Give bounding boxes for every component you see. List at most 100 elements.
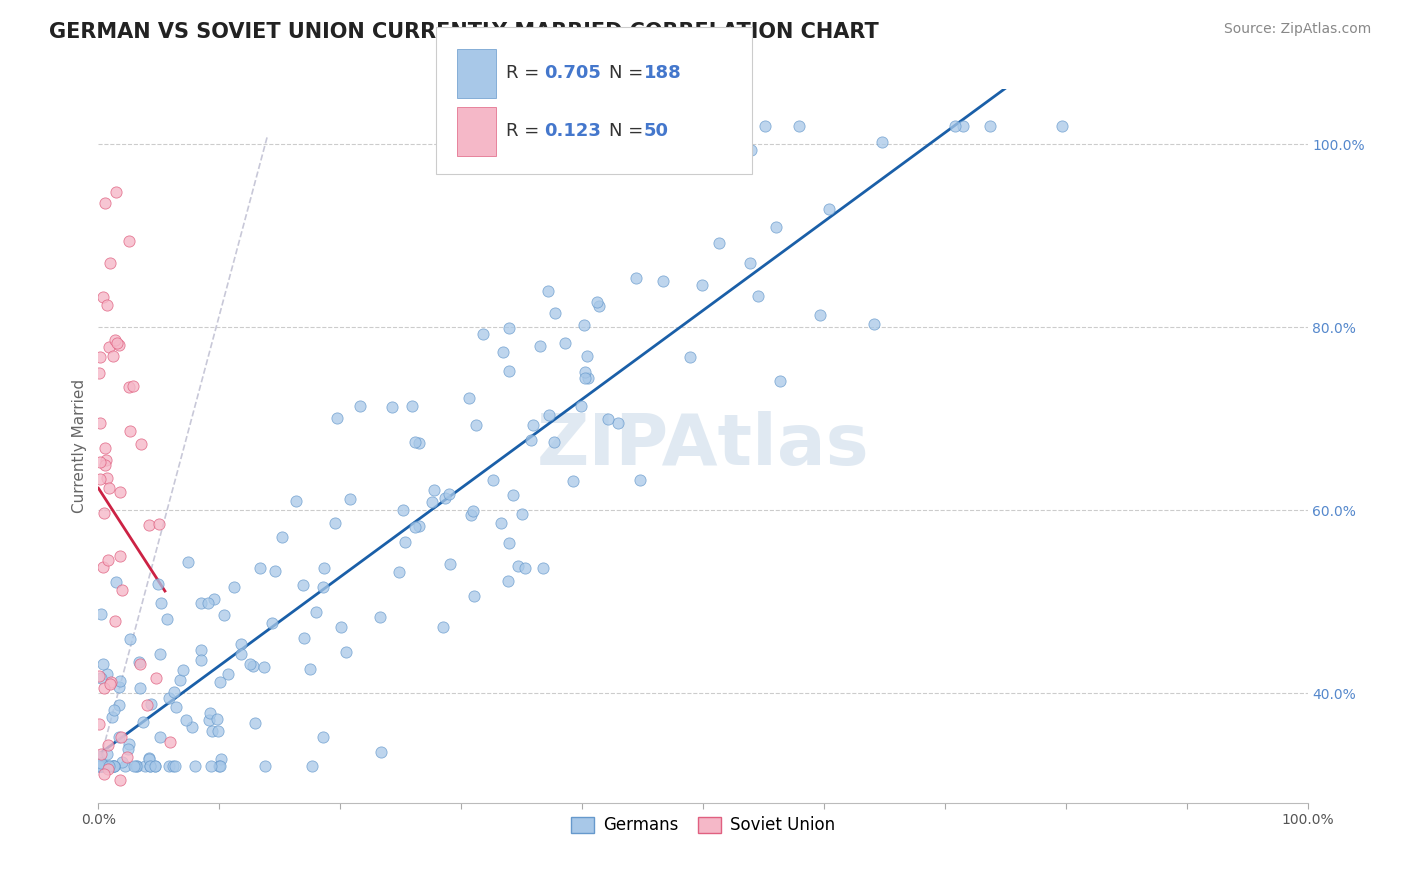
Point <box>90 756 112 771</box>
Point <box>740 255 762 269</box>
Point <box>149 647 172 661</box>
Point <box>586 294 609 309</box>
Point <box>872 135 894 149</box>
Point <box>432 620 454 634</box>
Point <box>239 657 262 672</box>
Point <box>437 487 460 501</box>
Point <box>143 759 166 773</box>
Point <box>502 488 524 502</box>
Point <box>349 399 371 413</box>
Point <box>89 759 111 773</box>
Point <box>90 607 112 622</box>
Point <box>394 535 416 549</box>
Point <box>253 759 276 773</box>
Point <box>155 612 177 626</box>
Point <box>190 642 212 657</box>
Point <box>628 473 651 487</box>
Point <box>163 685 186 699</box>
Point <box>496 574 519 588</box>
Point <box>311 730 333 744</box>
Point <box>574 318 596 332</box>
Point <box>98 677 121 691</box>
Point <box>108 731 131 745</box>
Point <box>87 759 110 773</box>
Point <box>89 350 111 364</box>
Point <box>169 673 191 688</box>
Point <box>208 759 231 773</box>
Point <box>105 186 128 200</box>
Point <box>103 759 125 773</box>
Point <box>242 658 264 673</box>
Point <box>217 667 239 681</box>
Point <box>121 379 143 393</box>
Point <box>104 614 127 628</box>
Point <box>111 583 134 598</box>
Point <box>388 566 411 580</box>
Point <box>818 202 841 217</box>
Point <box>207 759 229 773</box>
Point <box>96 667 118 681</box>
Point <box>260 616 283 631</box>
Point <box>96 759 118 773</box>
Point <box>96 747 118 761</box>
Point <box>172 663 194 677</box>
Point <box>224 580 246 594</box>
Point <box>404 435 426 450</box>
Point <box>458 391 481 405</box>
Point <box>145 671 167 685</box>
Point <box>117 741 139 756</box>
Point <box>190 653 212 667</box>
Point <box>481 473 503 487</box>
Point <box>606 416 628 430</box>
Point <box>108 485 131 500</box>
Point <box>97 481 120 495</box>
Point <box>292 578 315 592</box>
Point <box>89 472 111 486</box>
Point <box>150 596 173 610</box>
Point <box>139 759 162 773</box>
Point <box>148 516 170 531</box>
Point <box>139 759 162 773</box>
Point <box>574 365 596 379</box>
Point <box>91 560 114 574</box>
Point <box>465 417 488 432</box>
Point <box>138 751 160 765</box>
Point <box>943 119 966 133</box>
Point <box>740 143 762 157</box>
Point <box>94 195 117 210</box>
Text: 188: 188 <box>644 63 682 82</box>
Point <box>588 300 610 314</box>
Point <box>118 234 141 248</box>
Point <box>190 597 212 611</box>
Point <box>652 274 675 288</box>
Point <box>690 277 713 292</box>
Point <box>98 759 121 773</box>
Point <box>531 561 554 575</box>
Point <box>569 399 592 413</box>
Point <box>97 762 120 776</box>
Point <box>141 697 163 711</box>
Point <box>522 418 544 433</box>
Point <box>209 752 232 766</box>
Point <box>100 759 122 773</box>
Point <box>108 773 131 788</box>
Point <box>208 674 231 689</box>
Text: 50: 50 <box>644 122 669 140</box>
Point <box>120 425 142 439</box>
Point <box>529 339 551 353</box>
Point <box>165 699 187 714</box>
Point <box>492 345 515 359</box>
Point <box>498 321 520 335</box>
Text: R =: R = <box>506 63 546 82</box>
Point <box>498 364 520 378</box>
Point <box>510 507 533 521</box>
Point <box>271 530 294 544</box>
Point <box>554 335 576 350</box>
Point <box>200 759 222 773</box>
Point <box>108 680 131 694</box>
Point <box>305 606 328 620</box>
Point <box>122 759 145 773</box>
Point <box>89 416 111 430</box>
Point <box>515 561 537 575</box>
Point <box>205 712 228 726</box>
